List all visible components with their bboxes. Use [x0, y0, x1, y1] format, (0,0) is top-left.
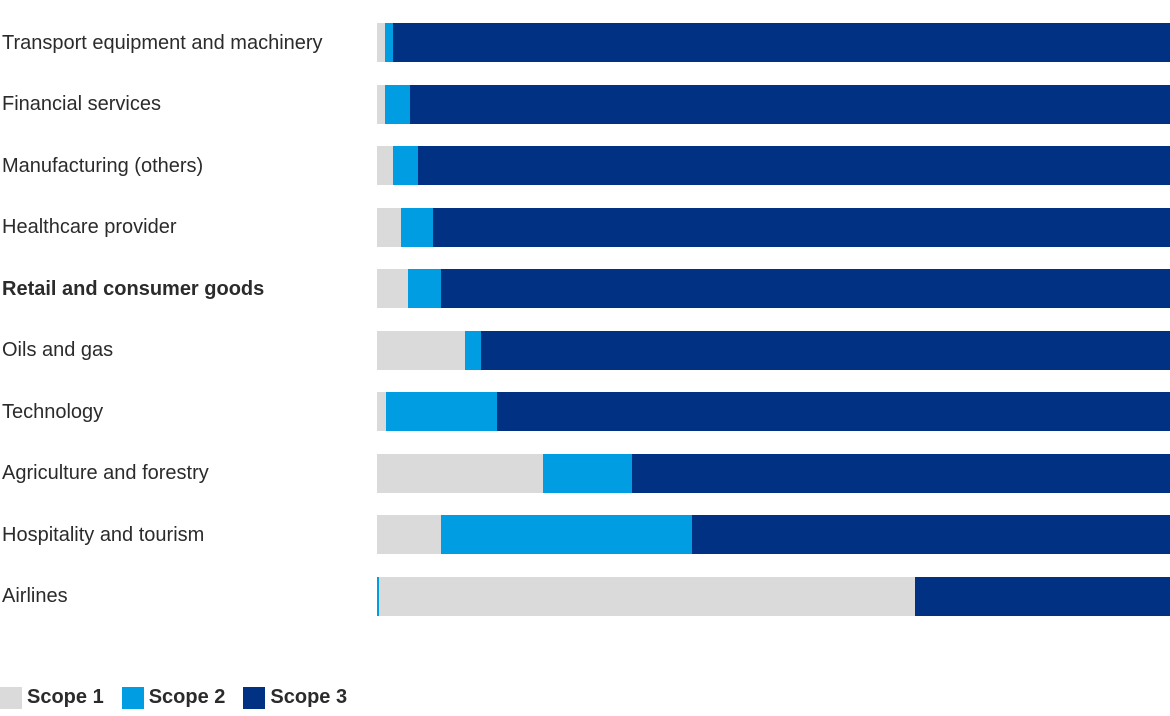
chart-row: Financial services	[0, 84, 1170, 124]
bar-segment-scope3	[691, 515, 1170, 554]
bar-segment-scope1	[377, 207, 401, 247]
bar-segment-scope2	[441, 515, 692, 554]
row-label: Financial services	[2, 93, 161, 115]
bar-segment-scope1	[377, 23, 385, 62]
bar-segment-scope2	[384, 84, 411, 124]
bar-segment-scope2	[377, 576, 380, 616]
row-label: Airlines	[2, 585, 68, 607]
row-label: Technology	[2, 400, 104, 423]
bar-segment-scope1	[377, 269, 408, 308]
scope3-swatch-icon	[243, 686, 266, 709]
bar-segment-scope3	[410, 84, 1170, 124]
row-label: Oils and gas	[2, 339, 114, 361]
chart-row: Retail and consumer goods	[0, 269, 1170, 308]
stacked-bar	[377, 392, 1170, 431]
chart-row: Manufacturing (others)	[0, 146, 1170, 185]
bar-segment-scope2	[542, 453, 632, 493]
scope2-swatch-icon	[121, 686, 144, 709]
stacked-bar	[377, 453, 1170, 493]
stacked-bar	[377, 330, 1170, 370]
bar-segment-scope3	[432, 207, 1170, 247]
bar-segment-scope2	[384, 23, 393, 62]
bar-segment-scope1	[379, 576, 916, 616]
chart-row: Oils and gas	[0, 330, 1170, 370]
bar-segment-scope2	[465, 330, 481, 370]
stacked-bar	[377, 515, 1170, 554]
bar-segment-scope2	[385, 392, 497, 431]
stacked-bar	[377, 23, 1170, 62]
bar-segment-scope2	[407, 269, 442, 308]
scope1-swatch-icon	[0, 686, 22, 709]
bar-segment-scope1	[377, 392, 386, 431]
row-label: Transport equipment and machinery	[2, 31, 323, 54]
bar-segment-scope3	[496, 392, 1170, 431]
bar-segment-scope1	[377, 453, 543, 493]
legend-item-scope2: Scope 2	[121, 686, 226, 709]
stacked-bar	[377, 269, 1170, 308]
chart-row: Transport equipment and machinery	[0, 23, 1170, 62]
stacked-bar	[377, 576, 1170, 616]
bar-segment-scope3	[392, 23, 1170, 62]
row-label: Manufacturing (others)	[2, 154, 204, 177]
legend-label-scope1: Scope 1	[27, 686, 104, 708]
stacked-bar	[377, 207, 1170, 247]
legend-label-scope2: Scope 2	[148, 686, 226, 708]
row-label: Retail and consumer goods	[2, 277, 265, 300]
bar-segment-scope3	[631, 453, 1170, 493]
row-label: Hospitality and tourism	[2, 523, 205, 546]
legend-label-scope3: Scope 3	[270, 686, 348, 708]
bar-segment-scope2	[392, 146, 419, 185]
chart-row: Healthcare provider	[0, 207, 1170, 247]
bar-segment-scope2	[400, 207, 433, 247]
row-label: Healthcare provider	[2, 216, 177, 238]
bar-segment-scope3	[418, 146, 1170, 185]
chart-legend: Scope 1 Scope 2 Scope 3	[0, 686, 365, 709]
bar-segment-scope3	[480, 330, 1170, 370]
legend-item-scope3: Scope 3	[243, 686, 347, 709]
bar-segment-scope1	[377, 330, 466, 370]
bar-segment-scope3	[915, 576, 1170, 616]
stacked-bar-chart-area: Transport equipment and machinery Financi…	[0, 23, 1170, 616]
bar-segment-scope1	[377, 515, 442, 554]
chart-row: Technology	[0, 392, 1170, 431]
stacked-bar	[377, 146, 1170, 185]
bar-segment-scope1	[377, 146, 393, 185]
legend-item-scope1: Scope 1	[0, 686, 104, 709]
chart-row: Airlines	[0, 576, 1170, 616]
chart-row: Agriculture and forestry	[0, 453, 1170, 493]
bar-segment-scope3	[441, 269, 1170, 308]
stacked-bar	[377, 84, 1170, 124]
bar-segment-scope1	[377, 84, 385, 124]
row-label: Agriculture and forestry	[2, 462, 209, 484]
chart-row: Hospitality and tourism	[0, 515, 1170, 554]
